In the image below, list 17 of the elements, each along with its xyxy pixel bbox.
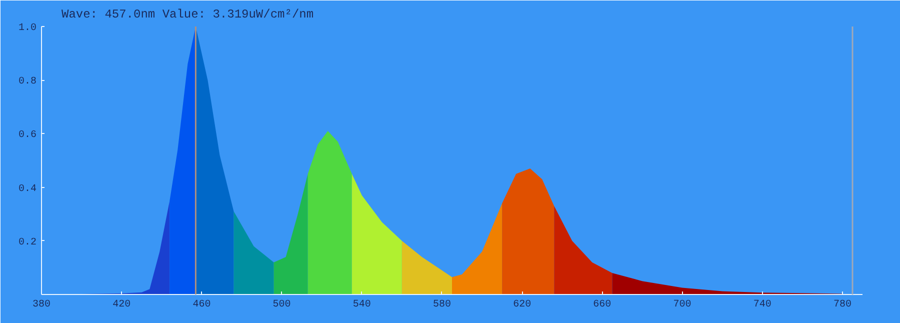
x-tick-label: 620 <box>513 300 532 310</box>
x-tick-label: 540 <box>352 300 371 310</box>
x-tick-label: 580 <box>432 300 451 310</box>
x-tick-label: 460 <box>192 300 211 310</box>
y-tick-label: 0.2 <box>18 237 37 248</box>
y-tick-label: 1.0 <box>18 23 37 34</box>
x-tick-label: 380 <box>32 300 51 310</box>
x-tick-label: 700 <box>673 300 692 310</box>
x-tick-label: 660 <box>593 300 612 310</box>
x-tick-label: 420 <box>112 300 131 310</box>
x-tick-label: 780 <box>833 300 852 310</box>
x-tick-label: 740 <box>753 300 772 310</box>
chart-title: Wave: 457.0nm Value: 3.319uW/cm²/nm <box>62 8 314 22</box>
x-tick-label: 500 <box>272 300 291 310</box>
y-tick-label: 0.6 <box>18 130 37 142</box>
y-tick-label: 0.8 <box>18 76 37 88</box>
y-tick-label: 0.4 <box>18 184 37 195</box>
